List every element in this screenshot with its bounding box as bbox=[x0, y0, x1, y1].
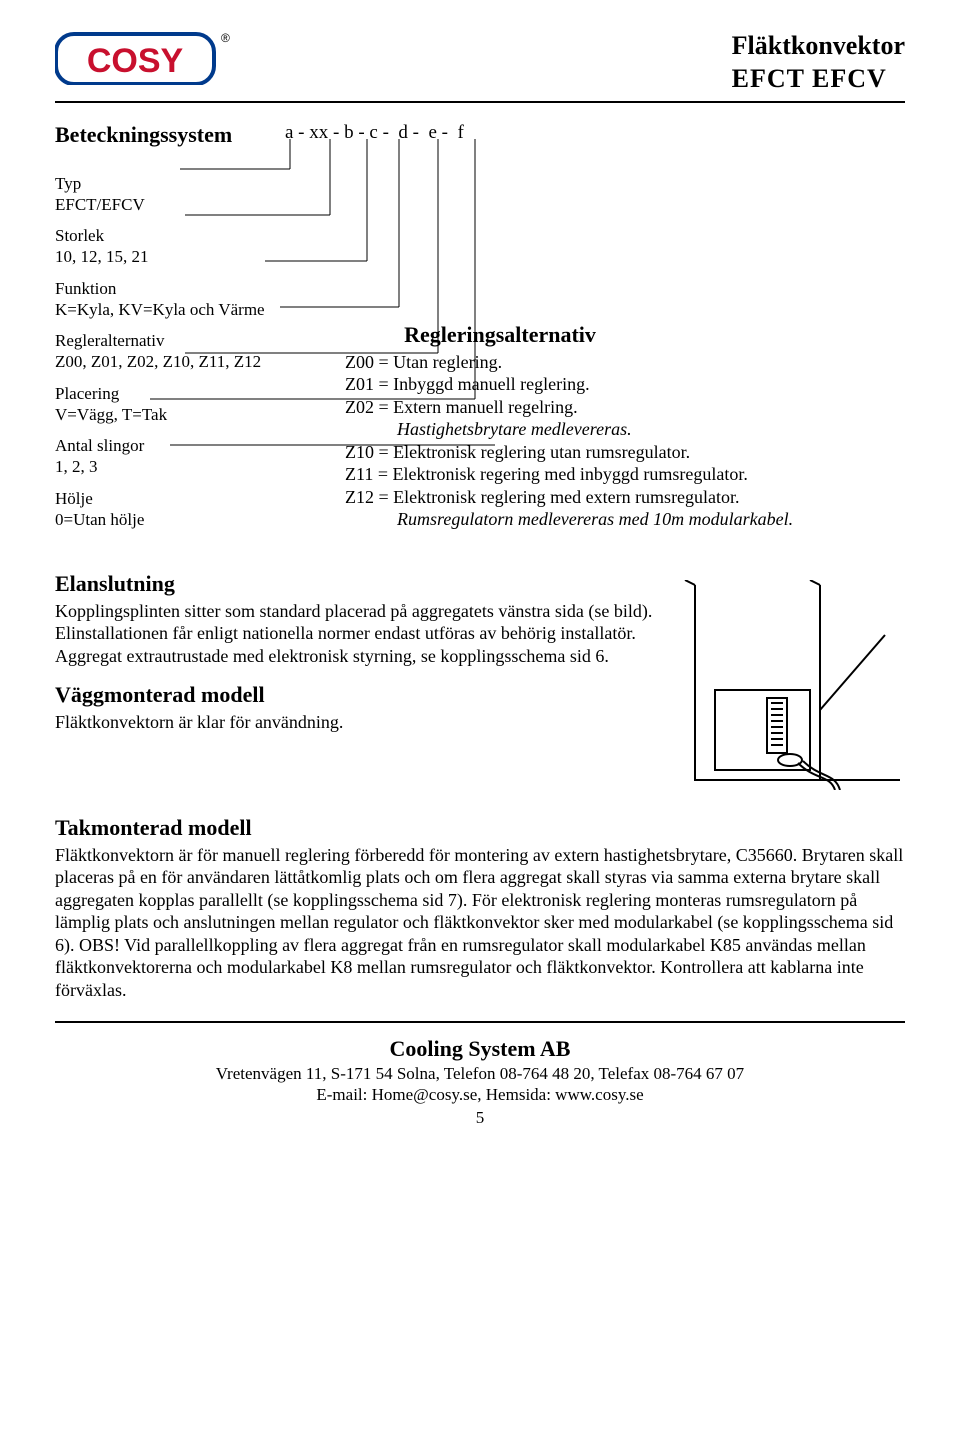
key-value: V=Vägg, T=Tak bbox=[55, 405, 167, 424]
system-code: a - xx - b - c - d - e - f bbox=[285, 121, 464, 145]
reg-z11: Z11 = Elektronisk regering med inbyggd r… bbox=[345, 463, 905, 486]
tak-section: Takmonterad modell Fläktkonvektorn är fö… bbox=[55, 814, 905, 1001]
elanslutning-section: Elanslutning Kopplingsplinten sitter som… bbox=[55, 570, 905, 667]
reg-italic-2: Rumsregulatorn medlevereras med 10m modu… bbox=[345, 508, 905, 531]
tak-title: Takmonterad modell bbox=[55, 814, 905, 842]
reg-z12: Z12 = Elektronisk reglering med extern r… bbox=[345, 486, 905, 509]
key-label: Funktion bbox=[55, 278, 265, 299]
system-block: Beteckningssystem a - xx - b - c - d - e… bbox=[55, 121, 905, 530]
logo-registered: ® bbox=[221, 31, 230, 45]
reg-z01: Z01 = Inbyggd manuell reglering. bbox=[345, 373, 905, 396]
tak-text: Fläktkonvektorn är för manuell reglering… bbox=[55, 844, 905, 1002]
reg-block: Regleringsalternativ Z00 = Utan reglerin… bbox=[345, 321, 905, 531]
key-label: Storlek bbox=[55, 225, 265, 246]
key-value: 10, 12, 15, 21 bbox=[55, 247, 149, 266]
key-funktion: Funktion K=Kyla, KV=Kyla och Värme bbox=[55, 278, 905, 321]
logo-text: COSY bbox=[87, 42, 184, 80]
key-storlek: Storlek 10, 12, 15, 21 bbox=[55, 225, 905, 268]
key-value: K=Kyla, KV=Kyla och Värme bbox=[55, 300, 265, 319]
key-value: Z00, Z01, Z02, Z10, Z11, Z12 bbox=[55, 352, 261, 371]
footer: Cooling System AB Vretenvägen 11, S-171 … bbox=[55, 1035, 905, 1128]
key-label: Typ bbox=[55, 173, 265, 194]
header: COSY ® Fläktkonvektor EFCT EFCV bbox=[55, 30, 905, 103]
bottom-rule bbox=[55, 1021, 905, 1023]
footer-address: Vretenvägen 11, S-171 54 Solna, Telefon … bbox=[55, 1063, 905, 1084]
reg-z02: Z02 = Extern manuell regelring. bbox=[345, 396, 905, 419]
reg-z00: Z00 = Utan reglering. bbox=[345, 351, 905, 374]
footer-page: 5 bbox=[55, 1107, 905, 1128]
header-title-2: EFCT EFCV bbox=[732, 63, 905, 96]
key-label: Placering bbox=[55, 383, 265, 404]
key-label: Regleralternativ bbox=[55, 330, 295, 351]
key-value: EFCT/EFCV bbox=[55, 195, 145, 214]
footer-company: Cooling System AB bbox=[55, 1035, 905, 1063]
reg-title: Regleringsalternativ bbox=[325, 321, 675, 349]
header-title-1: Fläktkonvektor bbox=[732, 30, 905, 63]
reg-italic-1: Hastighetsbrytare medlevereras. bbox=[345, 418, 905, 441]
header-titles: Fläktkonvektor EFCT EFCV bbox=[732, 30, 905, 95]
key-label: Hölje bbox=[55, 488, 265, 509]
key-value: 1, 2, 3 bbox=[55, 457, 98, 476]
footer-email: E-mail: Home@cosy.se, Hemsida: www.cosy.… bbox=[55, 1084, 905, 1105]
key-typ: Typ EFCT/EFCV bbox=[55, 173, 905, 216]
system-title: Beteckningssystem bbox=[55, 121, 905, 149]
reg-z10: Z10 = Elektronisk reglering utan rumsreg… bbox=[345, 441, 905, 464]
logo: COSY ® bbox=[55, 30, 230, 91]
key-value: 0=Utan hölje bbox=[55, 510, 144, 529]
key-label: Antal slingor bbox=[55, 435, 265, 456]
installation-illustration bbox=[675, 580, 905, 790]
